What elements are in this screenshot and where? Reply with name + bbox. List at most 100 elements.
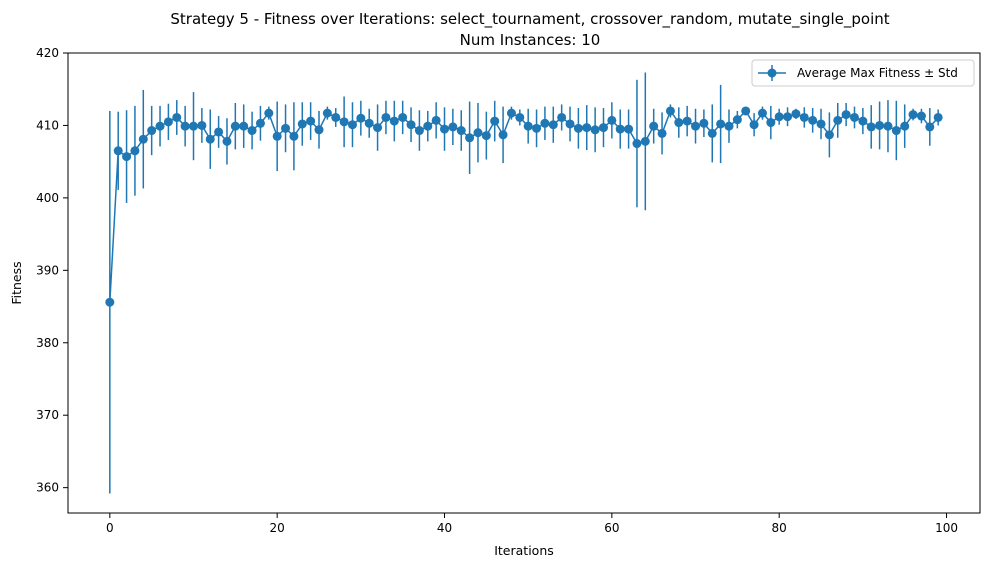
data-point: [657, 128, 667, 138]
data-point: [448, 122, 458, 132]
legend-frame: [751, 59, 975, 87]
data-point: [230, 121, 240, 131]
data-point: [540, 118, 550, 128]
data-point: [598, 123, 608, 133]
data-points: [105, 106, 943, 307]
data-point: [247, 126, 257, 136]
data-point: [749, 120, 759, 130]
data-point: [180, 121, 190, 131]
data-point: [707, 128, 717, 138]
legend-label: Average Max Fitness ± Std: [797, 66, 958, 80]
data-point: [498, 130, 508, 140]
plot-area-frame: [67, 52, 981, 514]
data-point: [573, 123, 583, 133]
data-point: [724, 121, 734, 131]
data-point: [414, 126, 424, 136]
data-point: [205, 134, 215, 144]
data-point: [113, 146, 123, 156]
data-point: [624, 124, 634, 134]
data-point: [163, 117, 173, 127]
data-point: [389, 116, 399, 126]
data-point: [155, 121, 165, 131]
data-point: [532, 123, 542, 133]
y-axis-ticks: 360 370 380 390 400 410 420: [36, 46, 68, 495]
data-point: [757, 108, 767, 118]
data-point: [858, 116, 868, 126]
data-point: [741, 106, 751, 116]
data-point: [306, 116, 316, 126]
data-point: [339, 117, 349, 127]
y-tick-label: 410: [36, 118, 59, 132]
legend: Average Max Fitness ± Std: [751, 59, 975, 87]
data-point: [691, 121, 701, 131]
data-point: [322, 108, 332, 118]
data-point: [364, 118, 374, 128]
data-point: [314, 125, 324, 135]
series-line-layer: [109, 109, 939, 303]
data-point: [255, 118, 265, 128]
data-point: [632, 139, 642, 149]
series-line: [109, 109, 939, 303]
data-point: [799, 112, 809, 122]
data-point: [373, 123, 383, 133]
x-tick-label: 40: [437, 521, 452, 535]
x-axis-label: Iterations: [494, 543, 554, 558]
data-point: [431, 115, 441, 125]
data-point: [105, 297, 115, 307]
data-point: [883, 121, 893, 131]
y-tick-label: 400: [36, 191, 59, 205]
data-point: [891, 126, 901, 136]
data-point: [849, 112, 859, 122]
data-point: [866, 122, 876, 132]
data-point: [189, 121, 199, 131]
data-point: [289, 131, 299, 141]
data-point: [297, 119, 307, 129]
data-point: [908, 110, 918, 120]
data-point: [239, 121, 249, 131]
y-tick-label: 360: [36, 481, 59, 495]
data-point: [925, 122, 935, 132]
data-point: [138, 134, 148, 144]
chart-subtitle: Num Instances: 10: [460, 31, 601, 49]
data-point: [398, 112, 408, 122]
data-point: [122, 152, 132, 162]
data-point: [590, 125, 600, 135]
data-point: [682, 116, 692, 126]
data-point: [615, 124, 625, 134]
data-point: [440, 124, 450, 134]
data-point: [465, 133, 475, 143]
data-point: [130, 146, 140, 156]
data-point: [347, 120, 357, 130]
x-tick-label: 80: [772, 521, 787, 535]
data-point: [916, 111, 926, 121]
data-point: [783, 112, 793, 122]
data-point: [933, 112, 943, 122]
x-axis-ticks: 0 20 40 60 80 100: [106, 513, 958, 535]
chart-title: Strategy 5 - Fitness over Iterations: se…: [170, 10, 889, 29]
y-tick-label: 420: [36, 46, 59, 60]
data-point: [523, 121, 533, 131]
data-point: [473, 128, 483, 138]
data-point: [222, 136, 232, 146]
data-point: [197, 120, 207, 130]
data-point: [406, 120, 416, 130]
data-point: [766, 118, 776, 128]
data-point: [716, 119, 726, 129]
data-point: [824, 130, 834, 140]
data-point: [732, 115, 742, 125]
data-point: [490, 116, 500, 126]
data-point: [272, 131, 282, 141]
x-tick-label: 20: [270, 521, 285, 535]
data-point: [172, 112, 182, 122]
data-point: [147, 126, 157, 136]
data-point: [640, 136, 650, 146]
data-point: [281, 123, 291, 133]
data-point: [900, 121, 910, 131]
data-point: [875, 120, 885, 130]
y-axis-label: Fitness: [9, 261, 24, 304]
data-point: [665, 106, 675, 116]
data-point: [649, 121, 659, 131]
data-point: [214, 127, 224, 137]
data-point: [774, 112, 784, 122]
